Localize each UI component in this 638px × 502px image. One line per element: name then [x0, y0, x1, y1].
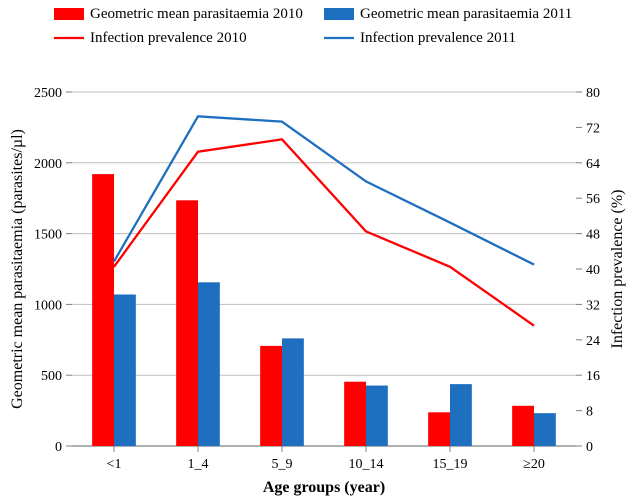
x-tick-label: ≥20: [523, 457, 545, 472]
bar-2011: [534, 413, 556, 446]
y-left-tick-label: 500: [41, 369, 62, 384]
bar-2010: [428, 412, 450, 446]
x-tick-label: <1: [107, 457, 122, 472]
bar-2011: [282, 338, 304, 446]
chart-svg: 0 500 1000 1500 2000 2500 0 8 16 24 32 40 48 56 64 72 80…: [0, 0, 638, 502]
y-left-tick-label: 1000: [34, 298, 62, 313]
legend-bar-2011-label: Geometric mean parasitaemia 2011: [360, 6, 572, 22]
y-right-tick-label: 64: [586, 157, 600, 172]
bar-2010: [260, 346, 282, 446]
legend-bar-2011-swatch: [324, 8, 354, 20]
bar-2010: [344, 382, 366, 446]
y-left-tick-label: 2000: [34, 157, 62, 172]
y-right-tick-label: 32: [586, 298, 600, 313]
legend-bar-2010-swatch: [54, 8, 84, 20]
x-tick-label: 15_19: [433, 457, 468, 472]
x-tick-label: 1_4: [188, 457, 209, 472]
bar-2011: [450, 384, 472, 446]
x-tick-label: 10_14: [349, 457, 384, 472]
y-right-tick-label: 48: [586, 228, 600, 243]
y-right-tick-label: 16: [586, 369, 600, 384]
bar-2011: [366, 386, 388, 446]
y-right-tick-label: 80: [586, 86, 600, 101]
y-right-tick-label: 24: [586, 334, 600, 349]
bar-2010: [92, 174, 114, 446]
y-left-tick-label: 1500: [34, 228, 62, 243]
y-left-title: Geometric mean parasitaemia (parasites/µ…: [9, 129, 26, 409]
chart-container: 0 500 1000 1500 2000 2500 0 8 16 24 32 40 48 56 64 72 80…: [0, 0, 638, 502]
y-right-title: Infection prevalence (%): [609, 189, 626, 348]
bar-2011: [114, 294, 136, 446]
y-right-tick-label: 8: [586, 405, 593, 420]
y-right-tick-label: 72: [586, 121, 600, 136]
bar-2010: [512, 406, 534, 446]
y-right-tick-label: 56: [586, 192, 600, 207]
x-axis-title: Age groups (year): [263, 479, 385, 496]
legend-line-2010-label: Infection prevalence 2010: [90, 30, 247, 46]
y-left-tick-label: 0: [55, 440, 62, 455]
bar-2011: [198, 282, 220, 446]
legend-bar-2010-label: Geometric mean parasitaemia 2010: [90, 6, 303, 22]
legend-line-2011-label: Infection prevalence 2011: [360, 30, 516, 46]
bar-2010: [176, 200, 198, 446]
y-right-tick-label: 0: [586, 440, 593, 455]
x-tick-label: 5_9: [272, 457, 293, 472]
y-right-tick-label: 40: [586, 263, 600, 278]
y-left-tick-label: 2500: [34, 86, 62, 101]
